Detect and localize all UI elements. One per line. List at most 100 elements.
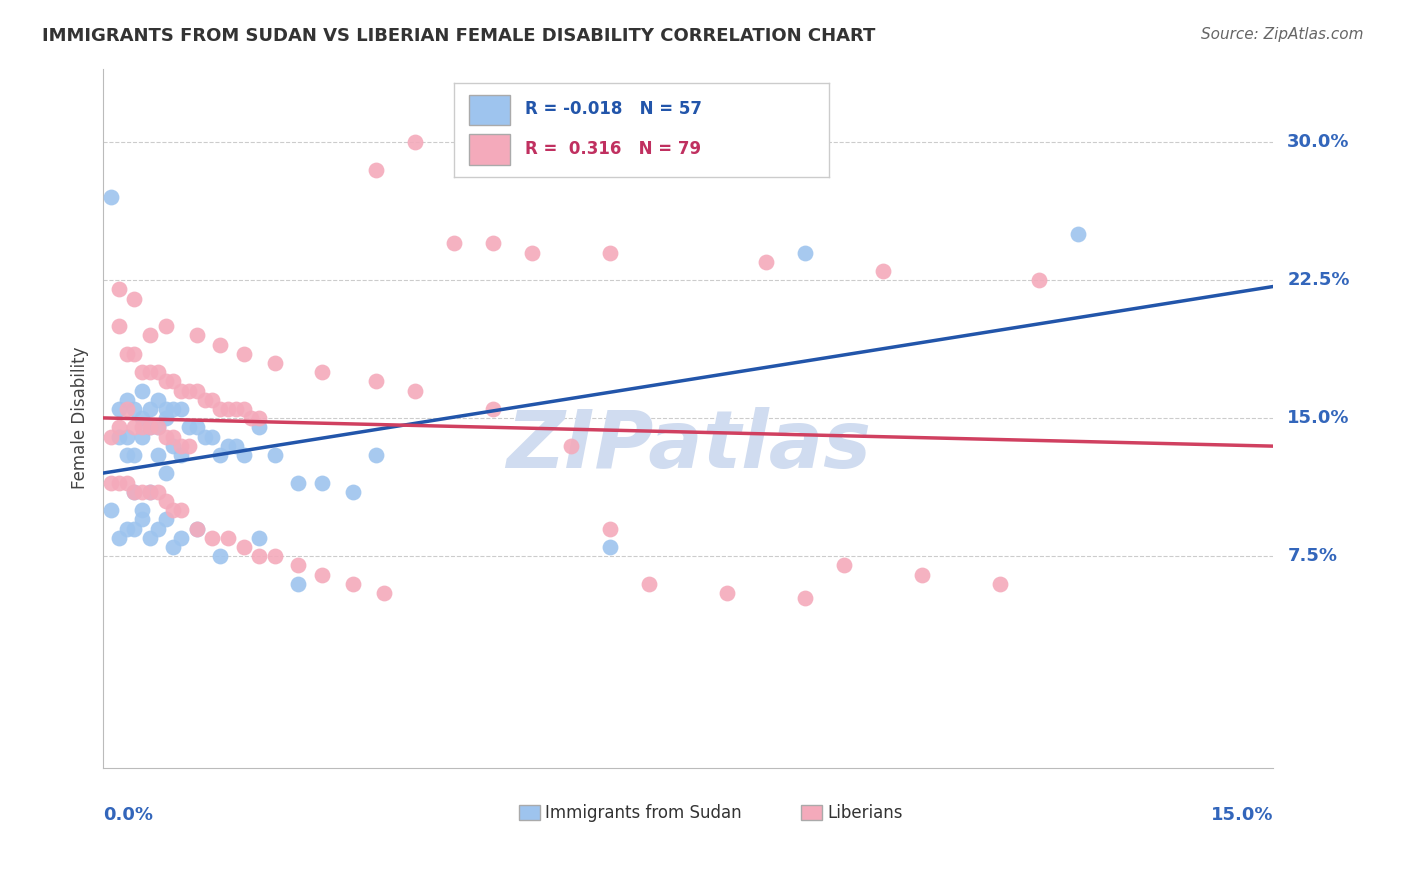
Point — [366, 374, 388, 388]
Point — [287, 558, 309, 573]
Point — [107, 420, 129, 434]
Point — [124, 420, 146, 434]
Point — [716, 586, 738, 600]
Point — [155, 494, 177, 508]
Point — [155, 319, 177, 334]
Point — [139, 484, 162, 499]
Point — [131, 365, 153, 379]
Point — [342, 484, 364, 499]
Point — [232, 347, 254, 361]
Text: 0.0%: 0.0% — [103, 806, 153, 824]
Point — [124, 484, 146, 499]
Point — [794, 591, 817, 606]
Point — [217, 439, 239, 453]
Y-axis label: Female Disability: Female Disability — [72, 347, 89, 490]
Point — [193, 429, 215, 443]
Point — [170, 384, 193, 398]
Point — [177, 384, 200, 398]
Point — [1067, 227, 1090, 241]
Point — [287, 576, 309, 591]
Point — [146, 420, 169, 434]
Text: 15.0%: 15.0% — [1288, 409, 1350, 427]
Point — [131, 484, 153, 499]
Point — [201, 429, 224, 443]
Point — [100, 503, 122, 517]
Point — [186, 521, 208, 535]
Point — [115, 429, 138, 443]
Point — [155, 374, 177, 388]
Point — [170, 531, 193, 545]
Text: Liberians: Liberians — [827, 805, 903, 822]
Point — [225, 401, 247, 416]
Point — [139, 328, 162, 343]
Text: Immigrants from Sudan: Immigrants from Sudan — [546, 805, 742, 822]
Point — [366, 162, 388, 177]
Point — [162, 401, 184, 416]
Point — [124, 484, 146, 499]
Point — [193, 392, 215, 407]
Point — [146, 448, 169, 462]
Point — [186, 420, 208, 434]
Point — [155, 411, 177, 425]
Point — [155, 401, 177, 416]
Point — [107, 475, 129, 490]
Point — [139, 420, 162, 434]
Point — [124, 448, 146, 462]
Point — [155, 512, 177, 526]
Point — [162, 503, 184, 517]
Point — [247, 531, 270, 545]
Point — [232, 401, 254, 416]
Point — [107, 319, 129, 334]
Point — [146, 420, 169, 434]
Point — [366, 448, 388, 462]
Point — [988, 576, 1011, 591]
Point — [209, 337, 232, 351]
Point — [1028, 273, 1050, 287]
Point — [124, 401, 146, 416]
Point — [115, 475, 138, 490]
Point — [263, 448, 285, 462]
Point — [170, 439, 193, 453]
Point — [162, 540, 184, 554]
Point — [482, 401, 505, 416]
FancyBboxPatch shape — [800, 805, 821, 820]
Point — [443, 236, 465, 251]
Point — [139, 401, 162, 416]
Point — [287, 475, 309, 490]
Point — [794, 245, 817, 260]
Point — [115, 401, 138, 416]
Point — [342, 576, 364, 591]
Point — [911, 567, 934, 582]
Point — [170, 448, 193, 462]
Point — [146, 392, 169, 407]
Point — [107, 429, 129, 443]
Point — [146, 365, 169, 379]
Point — [115, 392, 138, 407]
Point — [162, 429, 184, 443]
Point — [162, 439, 184, 453]
Point — [124, 347, 146, 361]
Point — [131, 411, 153, 425]
Point — [139, 531, 162, 545]
Point — [186, 328, 208, 343]
Point — [247, 549, 270, 563]
Point — [373, 586, 395, 600]
Point — [832, 558, 855, 573]
Point — [177, 439, 200, 453]
Point — [247, 420, 270, 434]
Point — [247, 411, 270, 425]
Point — [177, 420, 200, 434]
Point — [131, 384, 153, 398]
Point — [107, 531, 129, 545]
Point — [872, 264, 894, 278]
Point — [162, 374, 184, 388]
Point — [115, 521, 138, 535]
Point — [139, 365, 162, 379]
Point — [311, 567, 333, 582]
Point — [522, 245, 544, 260]
Point — [170, 503, 193, 517]
Point — [107, 401, 129, 416]
Text: IMMIGRANTS FROM SUDAN VS LIBERIAN FEMALE DISABILITY CORRELATION CHART: IMMIGRANTS FROM SUDAN VS LIBERIAN FEMALE… — [42, 27, 876, 45]
Point — [100, 475, 122, 490]
Point — [638, 576, 661, 591]
